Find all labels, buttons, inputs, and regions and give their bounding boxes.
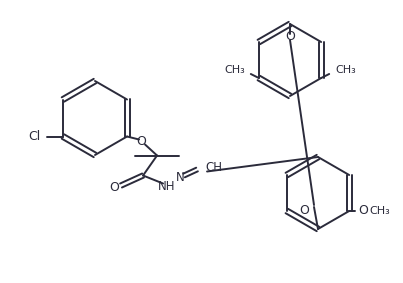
Text: O: O — [358, 205, 368, 218]
Text: O: O — [299, 203, 309, 216]
Text: CH₃: CH₃ — [369, 206, 390, 216]
Text: CH₃: CH₃ — [224, 65, 245, 75]
Text: CH₃: CH₃ — [335, 65, 356, 75]
Text: O: O — [136, 135, 146, 148]
Text: NH: NH — [158, 180, 176, 193]
Text: N: N — [176, 171, 185, 184]
Text: CH: CH — [205, 161, 222, 174]
Text: O: O — [285, 29, 295, 42]
Text: Cl: Cl — [29, 130, 41, 143]
Text: O: O — [109, 181, 119, 194]
